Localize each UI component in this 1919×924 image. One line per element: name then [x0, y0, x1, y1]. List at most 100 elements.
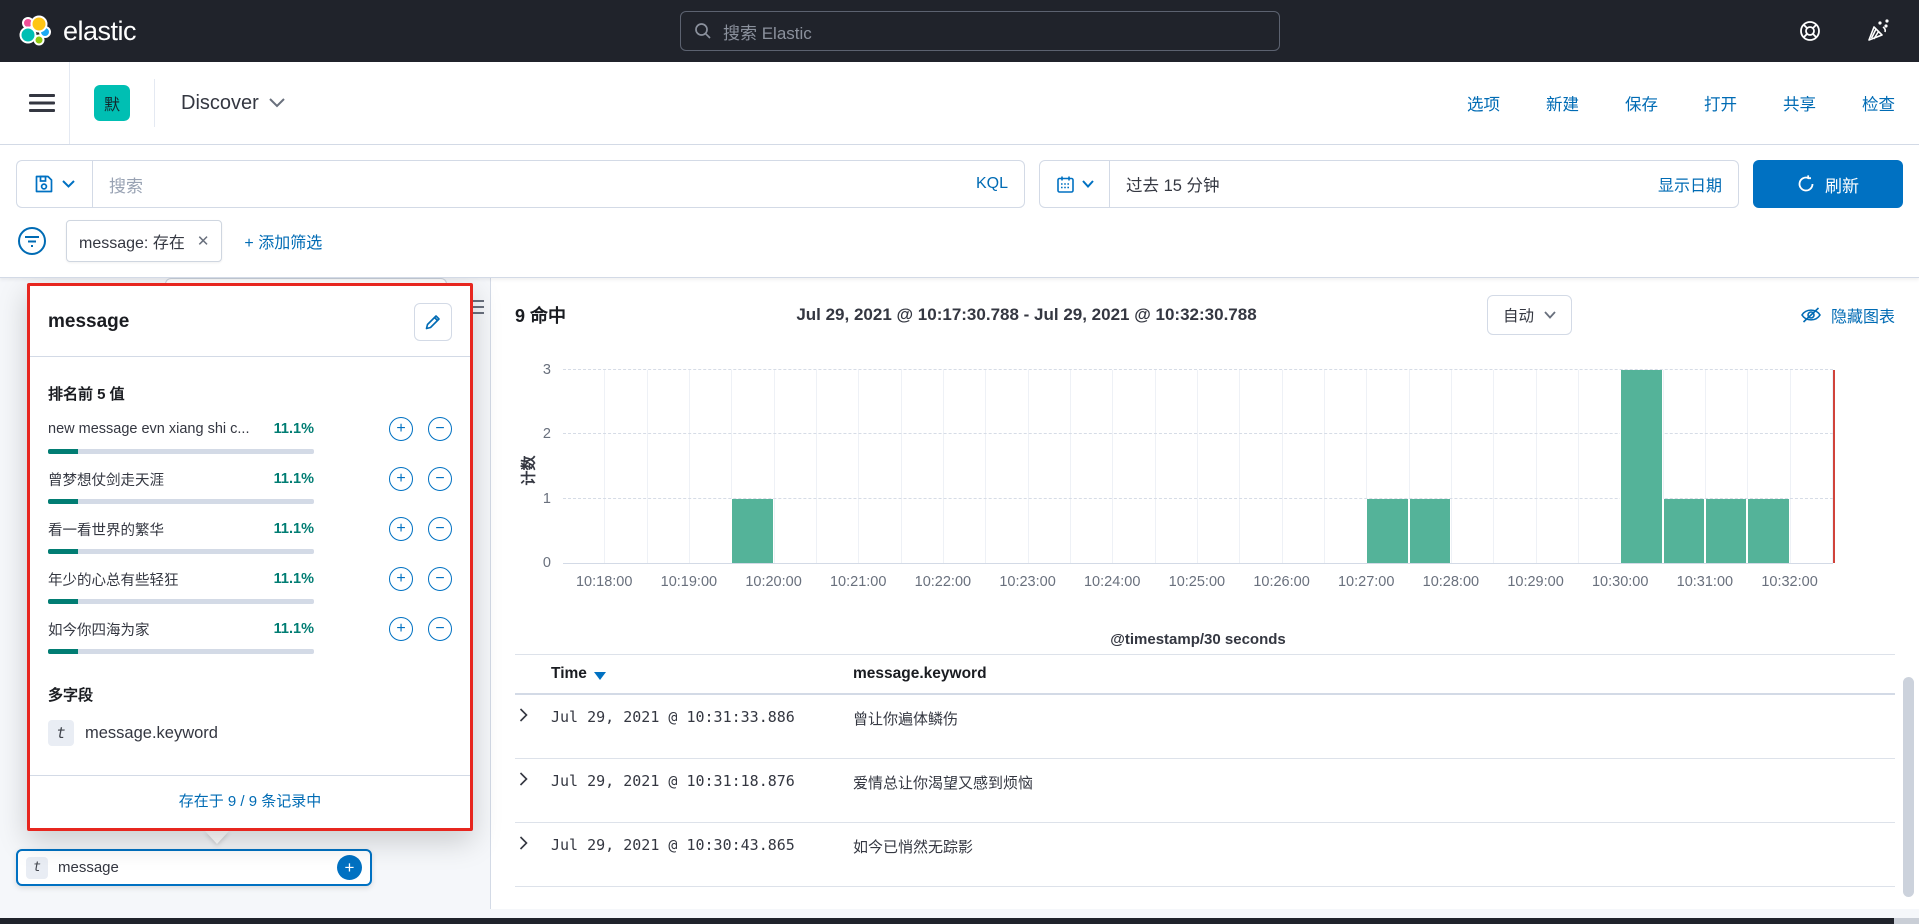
nav-action-link[interactable]: 打开 — [1704, 96, 1737, 114]
menu-button[interactable] — [14, 62, 70, 144]
expand-row-button[interactable] — [515, 836, 551, 850]
nav-action-link[interactable]: 保存 — [1625, 96, 1658, 114]
top-values-title: 排名前 5 值 — [48, 386, 125, 403]
kql-query-input[interactable]: 搜索 KQL — [92, 160, 1025, 208]
whats-new-icon[interactable] — [1865, 18, 1891, 44]
histogram-bar[interactable] — [1408, 498, 1451, 563]
list-icon[interactable] — [466, 299, 484, 315]
sort-desc-icon[interactable] — [593, 671, 606, 680]
y-tick-label: 3 — [542, 362, 551, 378]
breadcrumb-discover[interactable]: Discover — [181, 92, 285, 115]
cell-message: 爱情总让你渴望又感到烦恼 — [853, 774, 1034, 792]
filter-for-value-button[interactable]: + — [389, 417, 413, 441]
scrollbar-corner[interactable] — [1894, 918, 1919, 924]
grid-line-horizontal — [563, 497, 1833, 499]
remove-filter-icon[interactable]: ✕ — [196, 233, 210, 250]
hide-chart-button[interactable]: 隐藏图表 — [1800, 303, 1895, 327]
column-header-time[interactable]: Time — [551, 665, 853, 683]
x-tick-label: 10:24:00 — [1083, 574, 1141, 590]
nav-action-link[interactable]: 选项 — [1467, 96, 1500, 114]
cell-message: 如今已悄然无踪影 — [853, 838, 974, 856]
value-label: 看一看世界的繁华 — [48, 522, 164, 539]
x-tick-label: 10:22:00 — [914, 574, 972, 590]
field-popover: message 排名前 5 值 — [27, 283, 473, 831]
show-dates-button[interactable]: 显示日期 — [1657, 178, 1722, 195]
time-range-button[interactable]: 过去 15 分钟 — [1126, 177, 1220, 195]
histogram-bar[interactable] — [1366, 498, 1409, 563]
x-tick-label: 10:23:00 — [999, 574, 1056, 590]
elastic-home-link[interactable]: elastic — [18, 14, 137, 48]
vertical-scrollbar[interactable] — [1903, 677, 1914, 897]
interval-select[interactable]: 自动 — [1486, 295, 1572, 335]
histogram-bar[interactable] — [1704, 498, 1748, 563]
help-icon[interactable] — [1797, 18, 1823, 44]
filter-out-value-button[interactable]: − — [428, 617, 452, 641]
histogram-bar[interactable] — [731, 498, 774, 563]
add-filter-button[interactable]: + 添加筛选 — [244, 235, 323, 252]
nav-action-link[interactable]: 检查 — [1862, 96, 1895, 114]
fields-sidebar: message 排名前 5 值 — [0, 278, 490, 909]
grid-line-vertical — [1577, 370, 1579, 563]
histogram-bar[interactable] — [1662, 498, 1705, 563]
nav-action-link[interactable]: 共享 — [1783, 96, 1816, 114]
global-search-input[interactable]: 搜索 Elastic — [680, 11, 1280, 51]
grid-line-vertical — [1789, 370, 1791, 563]
value-bar-fill — [48, 649, 78, 654]
nav-action-link[interactable]: 新建 — [1546, 96, 1579, 114]
grid-line-horizontal — [563, 433, 1833, 435]
field-item-message[interactable]: t message + — [16, 849, 372, 886]
y-tick-label: 1 — [542, 490, 551, 507]
query-language-button[interactable]: KQL — [975, 175, 1008, 192]
grid-line-vertical — [1493, 370, 1495, 563]
histogram-bar[interactable] — [1747, 498, 1790, 563]
exists-in-records-link[interactable]: 存在于 9 / 9 条记录中 — [178, 793, 322, 810]
string-type-icon: t — [48, 720, 74, 746]
filter-out-value-button[interactable]: − — [428, 517, 452, 541]
multi-fields-title: 多字段 — [48, 687, 94, 704]
top-value-row: 如今你四海为家 11.1% + − — [48, 617, 452, 654]
cell-time: Jul 29, 2021 @ 10:30:43.865 — [551, 836, 795, 854]
grid-line-vertical — [1069, 370, 1071, 563]
top-value-row: 曾梦想仗剑走天涯 11.1% + − — [48, 467, 452, 504]
x-tick-label: 10:32:00 — [1761, 574, 1818, 590]
pencil-icon — [424, 313, 442, 331]
column-header-message[interactable]: message.keyword — [853, 665, 987, 682]
grid-line-vertical — [985, 370, 987, 563]
grid-line-vertical — [1662, 370, 1664, 563]
chevron-down-icon — [1081, 180, 1094, 188]
add-field-as-column-button[interactable]: + — [337, 855, 362, 880]
global-header: elastic 搜索 Elastic — [0, 0, 1919, 62]
date-quick-select-button[interactable] — [1040, 161, 1110, 207]
filter-pill-message-exists[interactable]: message: 存在 ✕ — [66, 220, 223, 262]
space-badge[interactable]: 默 — [94, 85, 130, 121]
expand-row-button[interactable] — [515, 708, 551, 722]
filter-icon[interactable] — [16, 225, 48, 257]
grid-line-vertical — [604, 370, 606, 563]
filter-out-value-button[interactable]: − — [428, 417, 452, 441]
multi-field-item: t message.keyword — [48, 720, 452, 746]
filter-for-value-button[interactable]: + — [389, 467, 413, 491]
hide-chart-label: 隐藏图表 — [1830, 309, 1895, 326]
value-bar-fill — [48, 549, 78, 554]
histogram-bar[interactable] — [1620, 370, 1663, 563]
x-tick-label: 10:21:00 — [829, 574, 887, 590]
value-distribution-bar — [48, 499, 314, 504]
cell-time: Jul 29, 2021 @ 10:31:18.876 — [551, 772, 795, 790]
value-percent: 11.1% — [273, 471, 314, 487]
saved-query-menu-button[interactable] — [16, 160, 92, 208]
hits-label: 命中 — [530, 306, 567, 326]
filter-for-value-button[interactable]: + — [389, 567, 413, 591]
grid-line-vertical — [1112, 370, 1114, 563]
edit-field-button[interactable] — [414, 303, 452, 341]
filter-for-value-button[interactable]: + — [389, 617, 413, 641]
query-bar: 搜索 KQL — [16, 160, 1903, 208]
filter-for-value-button[interactable]: + — [389, 517, 413, 541]
top-value-row: 年少的心总有些轻狂 11.1% + − — [48, 567, 452, 604]
field-name-label: message — [58, 859, 119, 876]
filter-out-value-button[interactable]: − — [428, 467, 452, 491]
filter-out-value-button[interactable]: − — [428, 567, 452, 591]
table-row: Jul 29, 2021 @ 10:30:43.865 如今已悄然无踪影 — [515, 823, 1895, 887]
refresh-button[interactable]: 刷新 — [1753, 160, 1903, 208]
expand-row-button[interactable] — [515, 772, 551, 786]
x-tick-label: 10:30:00 — [1591, 574, 1649, 590]
